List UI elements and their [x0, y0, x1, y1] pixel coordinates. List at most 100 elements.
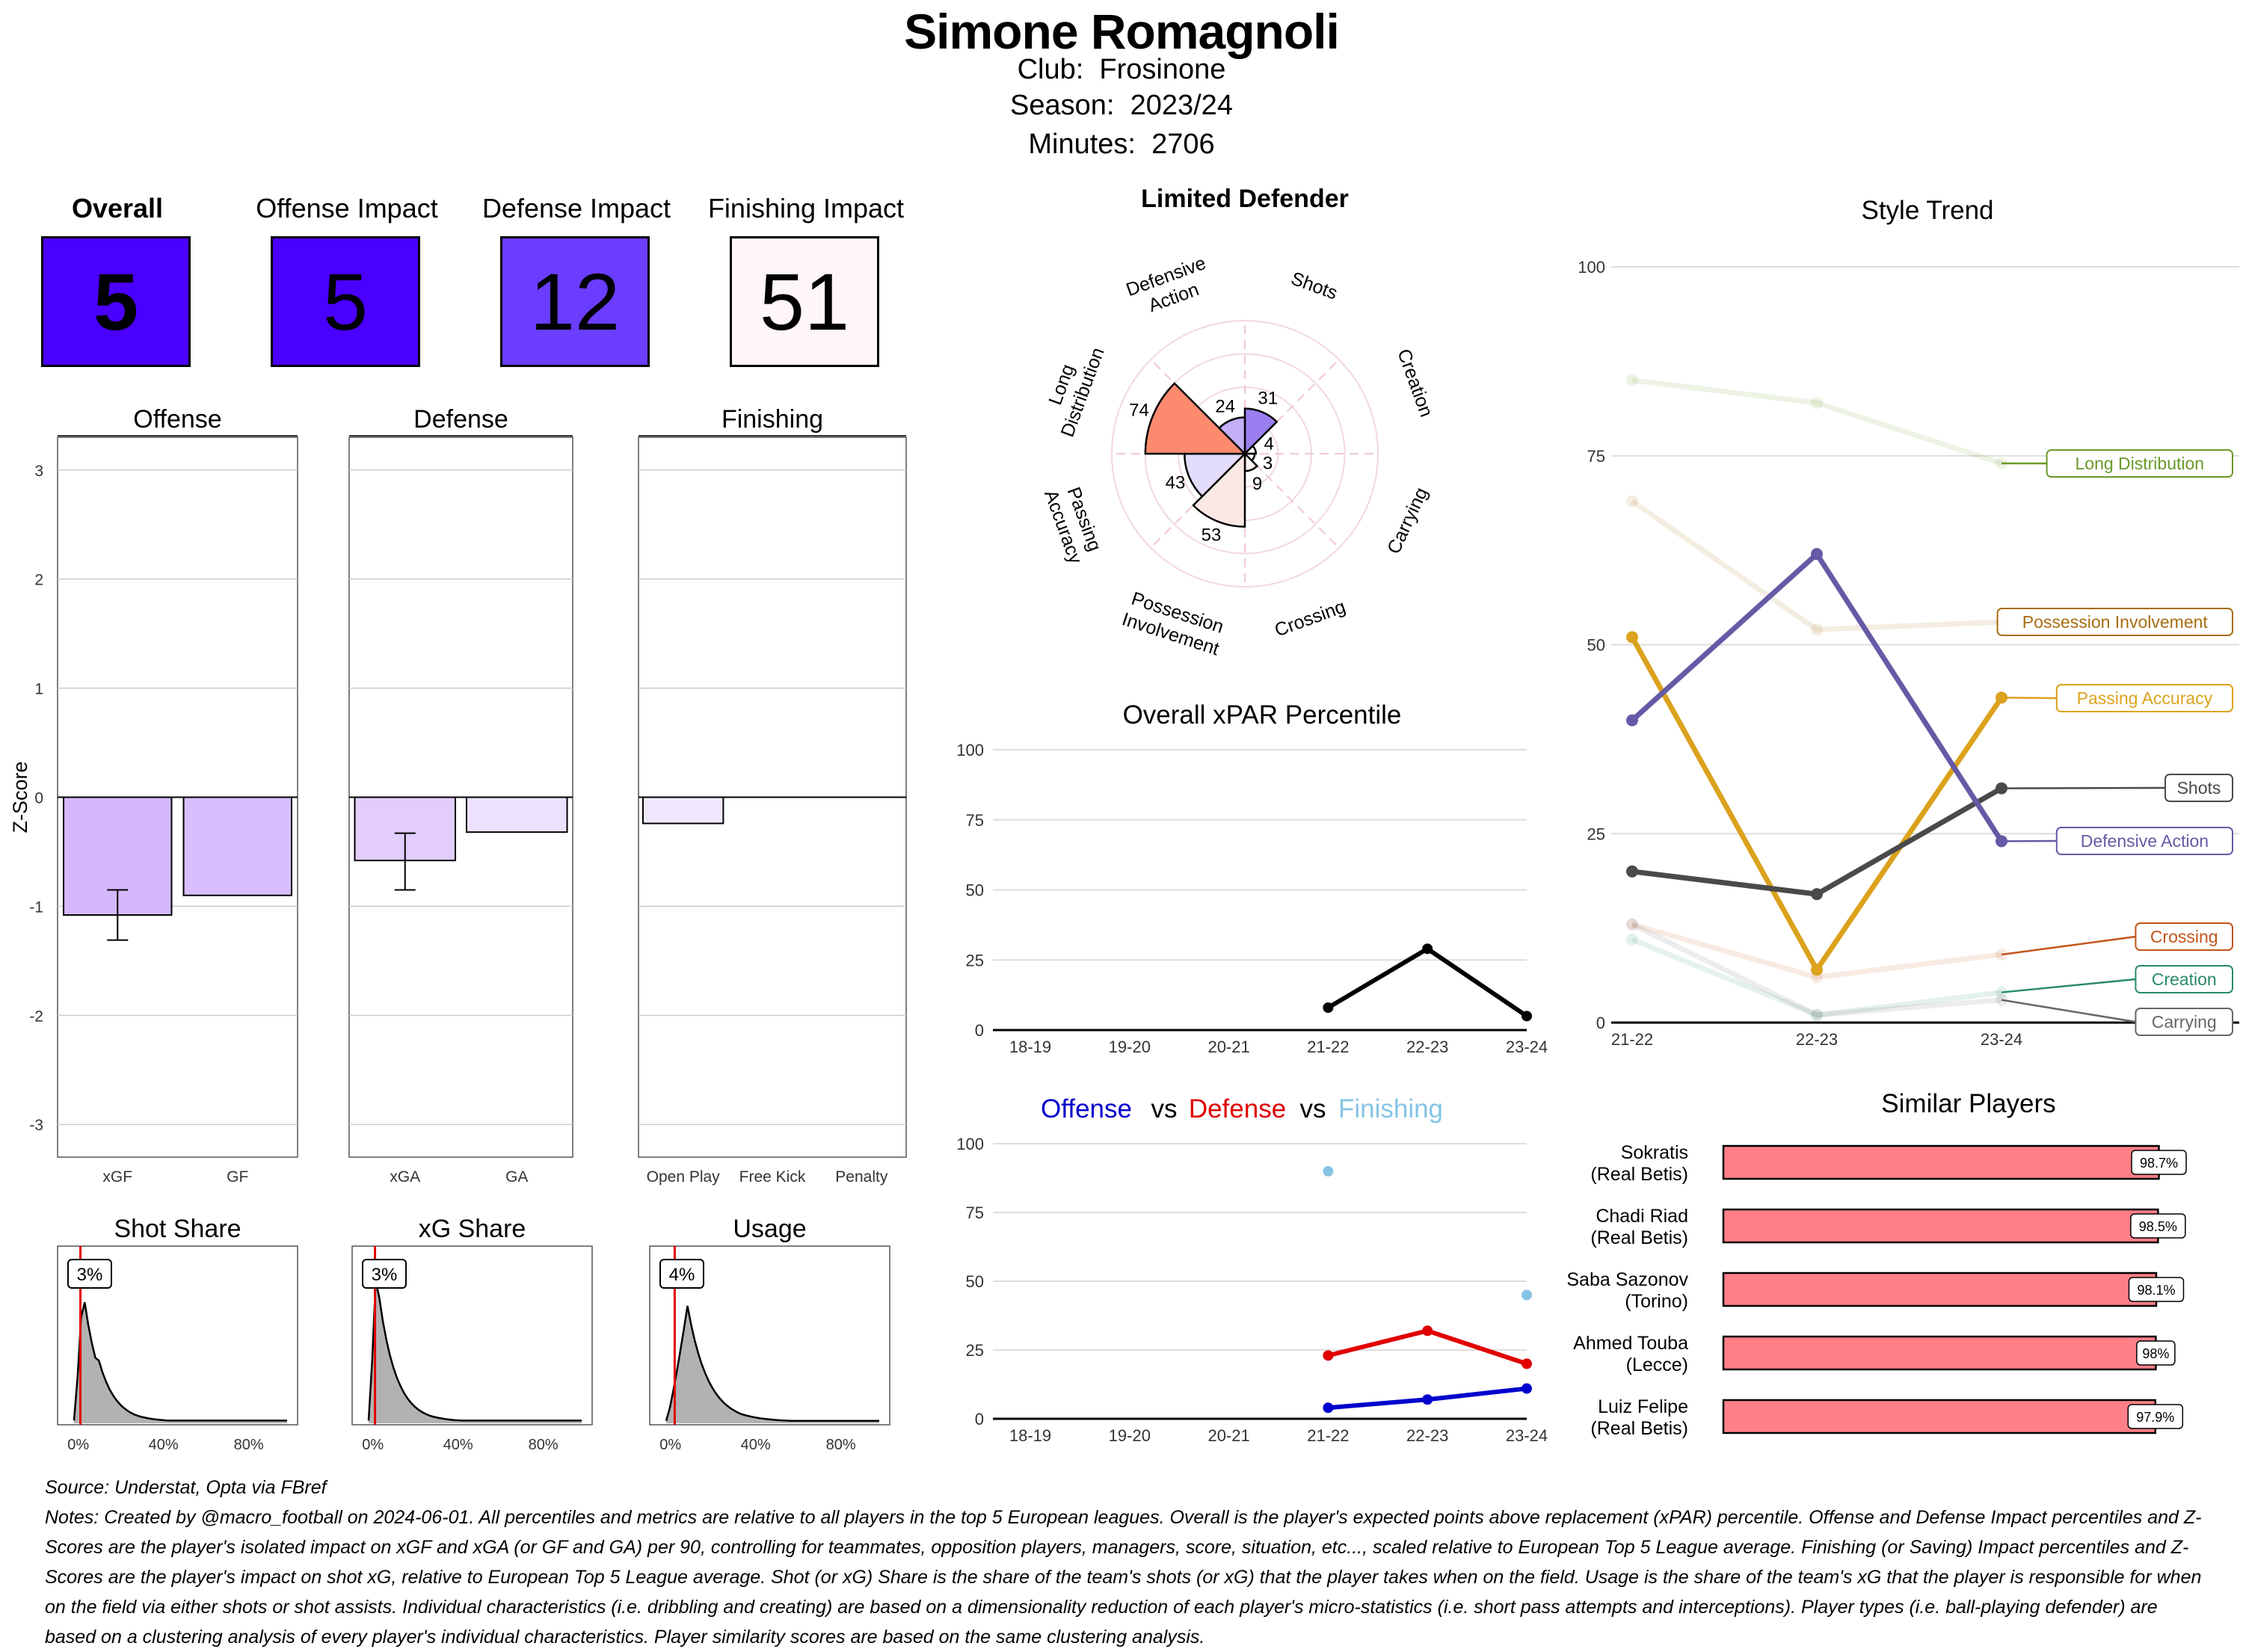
y-tick-label: 25	[966, 951, 984, 970]
y-tick-label: 75	[966, 811, 984, 830]
similar-player-club: (Lecce)	[1626, 1354, 1688, 1375]
similar-player-club: (Real Betis)	[1590, 1418, 1688, 1439]
similar-player-name: Ahmed Touba	[1573, 1333, 1688, 1354]
style-series-point	[1626, 631, 1638, 643]
y-tick-label: 100	[1578, 258, 1605, 277]
x-tick-label: 23-24	[1506, 1426, 1548, 1445]
z-bar	[643, 798, 723, 824]
polar-spoke	[1245, 454, 1339, 548]
y-tick-label: 1	[34, 681, 43, 698]
distribution-title: Usage	[733, 1215, 806, 1243]
x-tick-label: 22-23	[1406, 1038, 1448, 1056]
y-tick-label: 0	[975, 1410, 984, 1428]
x-tick-label: 80%	[529, 1437, 559, 1453]
facet-title: Finishing	[721, 405, 823, 434]
x-tick-label: GF	[227, 1168, 248, 1186]
similarity-bar	[1723, 1400, 2156, 1433]
style-series-point	[1626, 375, 1638, 386]
notes-text: Notes: Created by @macro_football on 202…	[45, 1502, 2213, 1652]
similar-player-name: Luiz Felipe	[1598, 1396, 1688, 1417]
style-series-point	[1626, 715, 1638, 727]
x-tick-label: 40%	[443, 1437, 473, 1453]
marker-label: 3%	[372, 1265, 398, 1285]
facet-title: Defense	[413, 405, 508, 434]
y-tick-label: 50	[966, 881, 984, 900]
x-tick-label: Penalty	[835, 1168, 888, 1186]
style-series-label: Long Distribution	[2075, 454, 2204, 473]
similar-player-club: (Real Betis)	[1590, 1227, 1688, 1248]
style-series-label: Defensive Action	[2081, 831, 2209, 851]
x-tick-label: 40%	[149, 1437, 179, 1453]
style-series-label: Creation	[2152, 970, 2217, 989]
style-series-point	[1626, 934, 1638, 946]
similar-player-club: (Real Betis)	[1590, 1164, 1688, 1185]
y-tick-label: -3	[29, 1117, 43, 1134]
series-point	[1522, 1384, 1532, 1394]
polar-category-label: Creation	[1393, 346, 1437, 419]
style-series-line	[1632, 637, 2002, 970]
series-point	[1323, 1350, 1333, 1360]
similarity-bar	[1723, 1146, 2159, 1179]
style-series-point	[1811, 623, 1823, 635]
similar-player-name: Saba Sazonov	[1566, 1269, 1688, 1290]
x-tick-label: GA	[505, 1168, 528, 1186]
similarity-value-label: 98.7%	[2140, 1156, 2178, 1171]
facet-title: Offense	[133, 405, 221, 434]
x-tick-label: Free Kick	[739, 1168, 806, 1186]
xpar-title: Overall xPAR Percentile	[1123, 700, 1402, 730]
x-tick-label: 0%	[659, 1437, 681, 1453]
style-title: Style Trend	[1861, 196, 1993, 225]
similarity-bar	[1723, 1209, 2158, 1242]
style-series-point	[1626, 866, 1638, 878]
similarity-value-label: 98.5%	[2139, 1219, 2177, 1234]
y-tick-label: 100	[956, 741, 984, 759]
ovd-title-part: Finishing	[1338, 1094, 1443, 1124]
style-series-point	[1811, 1009, 1823, 1021]
similarity-bar	[1723, 1337, 2156, 1369]
y-tick-label: -2	[29, 1008, 43, 1025]
x-tick-label: 20-21	[1207, 1038, 1249, 1056]
similar-player-club: (Torino)	[1625, 1291, 1688, 1312]
style-series-point	[1811, 888, 1823, 900]
style-series-line	[1632, 380, 2002, 463]
x-tick-label: 40%	[741, 1437, 771, 1453]
style-series-label: Carrying	[2152, 1012, 2217, 1032]
similar-player-name: Chadi Riad	[1596, 1206, 1688, 1227]
series-point	[1323, 1402, 1333, 1413]
style-series-line	[1632, 554, 2002, 841]
y-axis-label: Z-Score	[9, 761, 31, 833]
y-tick-label: 25	[966, 1341, 984, 1360]
y-tick-label: 2	[34, 572, 43, 589]
polar-value-label: 74	[1129, 400, 1149, 420]
polar-wedge	[1145, 383, 1245, 454]
series-point	[1522, 1358, 1532, 1369]
x-tick-label: Open Play	[647, 1168, 721, 1186]
x-tick-label: 21-22	[1307, 1038, 1349, 1056]
distribution-title: Shot Share	[114, 1215, 241, 1243]
style-series-point	[1811, 397, 1823, 409]
y-tick-label: 3	[34, 463, 43, 480]
y-tick-label: 25	[1587, 825, 1605, 843]
y-tick-label: 50	[1587, 636, 1605, 655]
series-point	[1323, 1166, 1333, 1177]
y-tick-label: 0	[975, 1021, 984, 1040]
y-tick-label: -1	[29, 899, 43, 916]
polar-value-label: 43	[1166, 473, 1186, 493]
series-point	[1422, 1394, 1433, 1405]
series-point	[1323, 1002, 1333, 1013]
style-series-label: Crossing	[2150, 927, 2218, 946]
x-tick-label: 80%	[234, 1437, 264, 1453]
y-tick-label: 75	[966, 1203, 984, 1222]
y-tick-label: 75	[1587, 447, 1605, 466]
polar-value-label: 9	[1252, 474, 1262, 494]
x-tick-label: 21-22	[1611, 1030, 1653, 1049]
polar-title: Limited Defender	[1141, 185, 1349, 213]
x-tick-label: 22-23	[1796, 1030, 1838, 1049]
x-tick-label: xGF	[102, 1168, 132, 1186]
x-tick-label: 23-24	[1981, 1030, 2022, 1049]
series-point	[1422, 943, 1433, 954]
series-point	[1522, 1011, 1532, 1021]
marker-label: 3%	[77, 1265, 103, 1285]
